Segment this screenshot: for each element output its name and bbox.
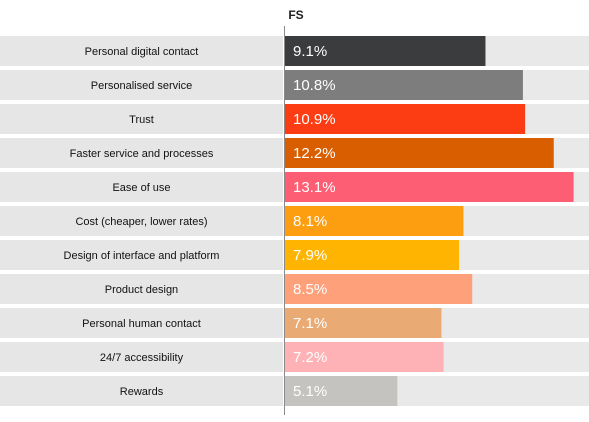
value-label: 8.1% [293, 213, 327, 230]
value-label: 8.5% [293, 281, 327, 298]
category-label: Product design [105, 284, 178, 296]
value-label: 7.2% [293, 349, 327, 366]
column-header: FS [288, 8, 304, 22]
category-label-bg [0, 138, 283, 168]
category-label-bg [0, 104, 283, 134]
category-label: Ease of use [112, 182, 170, 194]
category-label-bg [0, 308, 283, 338]
bar [285, 172, 574, 202]
category-label: Trust [129, 114, 154, 126]
category-label-bg [0, 274, 283, 304]
value-label: 10.8% [293, 77, 336, 94]
value-label: 7.1% [293, 315, 327, 332]
value-label: 13.1% [293, 179, 336, 196]
category-label-bg [0, 240, 283, 270]
bar [285, 308, 442, 338]
bar [285, 342, 444, 372]
category-label: Personalised service [91, 80, 193, 92]
category-label-bg [0, 36, 283, 66]
category-label-bg [0, 342, 283, 372]
category-label: 24/7 accessibility [100, 352, 184, 364]
value-label: 12.2% [293, 145, 336, 162]
bar [285, 104, 526, 134]
category-label: Cost (cheaper, lower rates) [75, 216, 207, 228]
bar [285, 240, 460, 270]
category-label: Personal human contact [82, 318, 201, 330]
category-label-bg [0, 206, 283, 236]
value-label: 7.9% [293, 247, 327, 264]
category-label: Personal digital contact [85, 46, 199, 58]
category-label: Rewards [120, 386, 164, 398]
category-label-bg [0, 376, 283, 406]
category-label-bg [0, 70, 283, 100]
value-label: 9.1% [293, 43, 327, 60]
category-label: Design of interface and platform [64, 250, 220, 262]
category-label: Faster service and processes [70, 148, 214, 160]
value-label: 10.9% [293, 111, 336, 128]
bar [285, 206, 464, 236]
bar [285, 70, 523, 100]
bar [285, 274, 473, 304]
bar [285, 36, 486, 66]
bar [285, 376, 398, 406]
category-label-bg [0, 172, 283, 202]
value-label: 5.1% [293, 383, 327, 400]
bar [285, 138, 554, 168]
